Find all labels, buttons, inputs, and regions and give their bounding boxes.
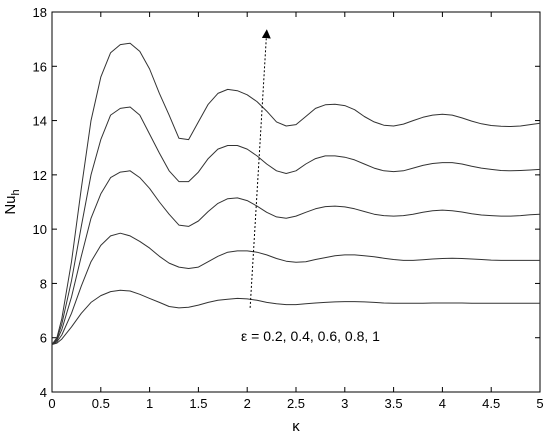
x-tick-label: 1.5 [189, 396, 207, 411]
x-tick-label: 4.5 [482, 396, 500, 411]
series-line-4 [51, 106, 541, 345]
y-tick-label: 8 [40, 276, 47, 291]
y-tick-label: 12 [33, 168, 47, 183]
x-tick-label: 0 [48, 396, 55, 411]
axis-ticks: 0 0.5 1 1.5 2 2.5 3 3.5 4 4.5 5 4 6 8 10 12 14 16 18 [33, 5, 544, 411]
series-line-3 [51, 170, 541, 345]
series-line-2 [51, 232, 540, 345]
y-tick-label: 14 [33, 114, 47, 129]
x-tick-label: 0.5 [92, 396, 110, 411]
y-tick-label: 4 [40, 385, 47, 400]
x-tick-label: 4 [439, 396, 446, 411]
x-tick-label: 1 [146, 396, 153, 411]
data-series [51, 42, 541, 345]
parameter-annotation: ε = 0.2, 0.4, 0.6, 0.8, 1 [241, 328, 380, 344]
y-axis-label-subscript: h [10, 189, 22, 195]
x-tick-label: 5 [536, 396, 543, 411]
x-tick-label: 2.5 [287, 396, 305, 411]
x-tick-label: 3 [341, 396, 348, 411]
y-tick-label: 10 [33, 222, 47, 237]
y-tick-label: 6 [40, 331, 47, 346]
x-axis-label: κ [292, 418, 300, 435]
series-line-1 [51, 289, 540, 345]
y-axis-label-main: Nu [2, 195, 19, 214]
x-tick-label: 2 [244, 396, 251, 411]
series-line-5 [51, 42, 541, 345]
y-axis-label: Nuh [2, 189, 22, 214]
plot-frame [51, 11, 541, 393]
x-tick-label: 3.5 [385, 396, 403, 411]
y-tick-label: 18 [33, 5, 47, 20]
y-tick-label: 16 [33, 59, 47, 74]
